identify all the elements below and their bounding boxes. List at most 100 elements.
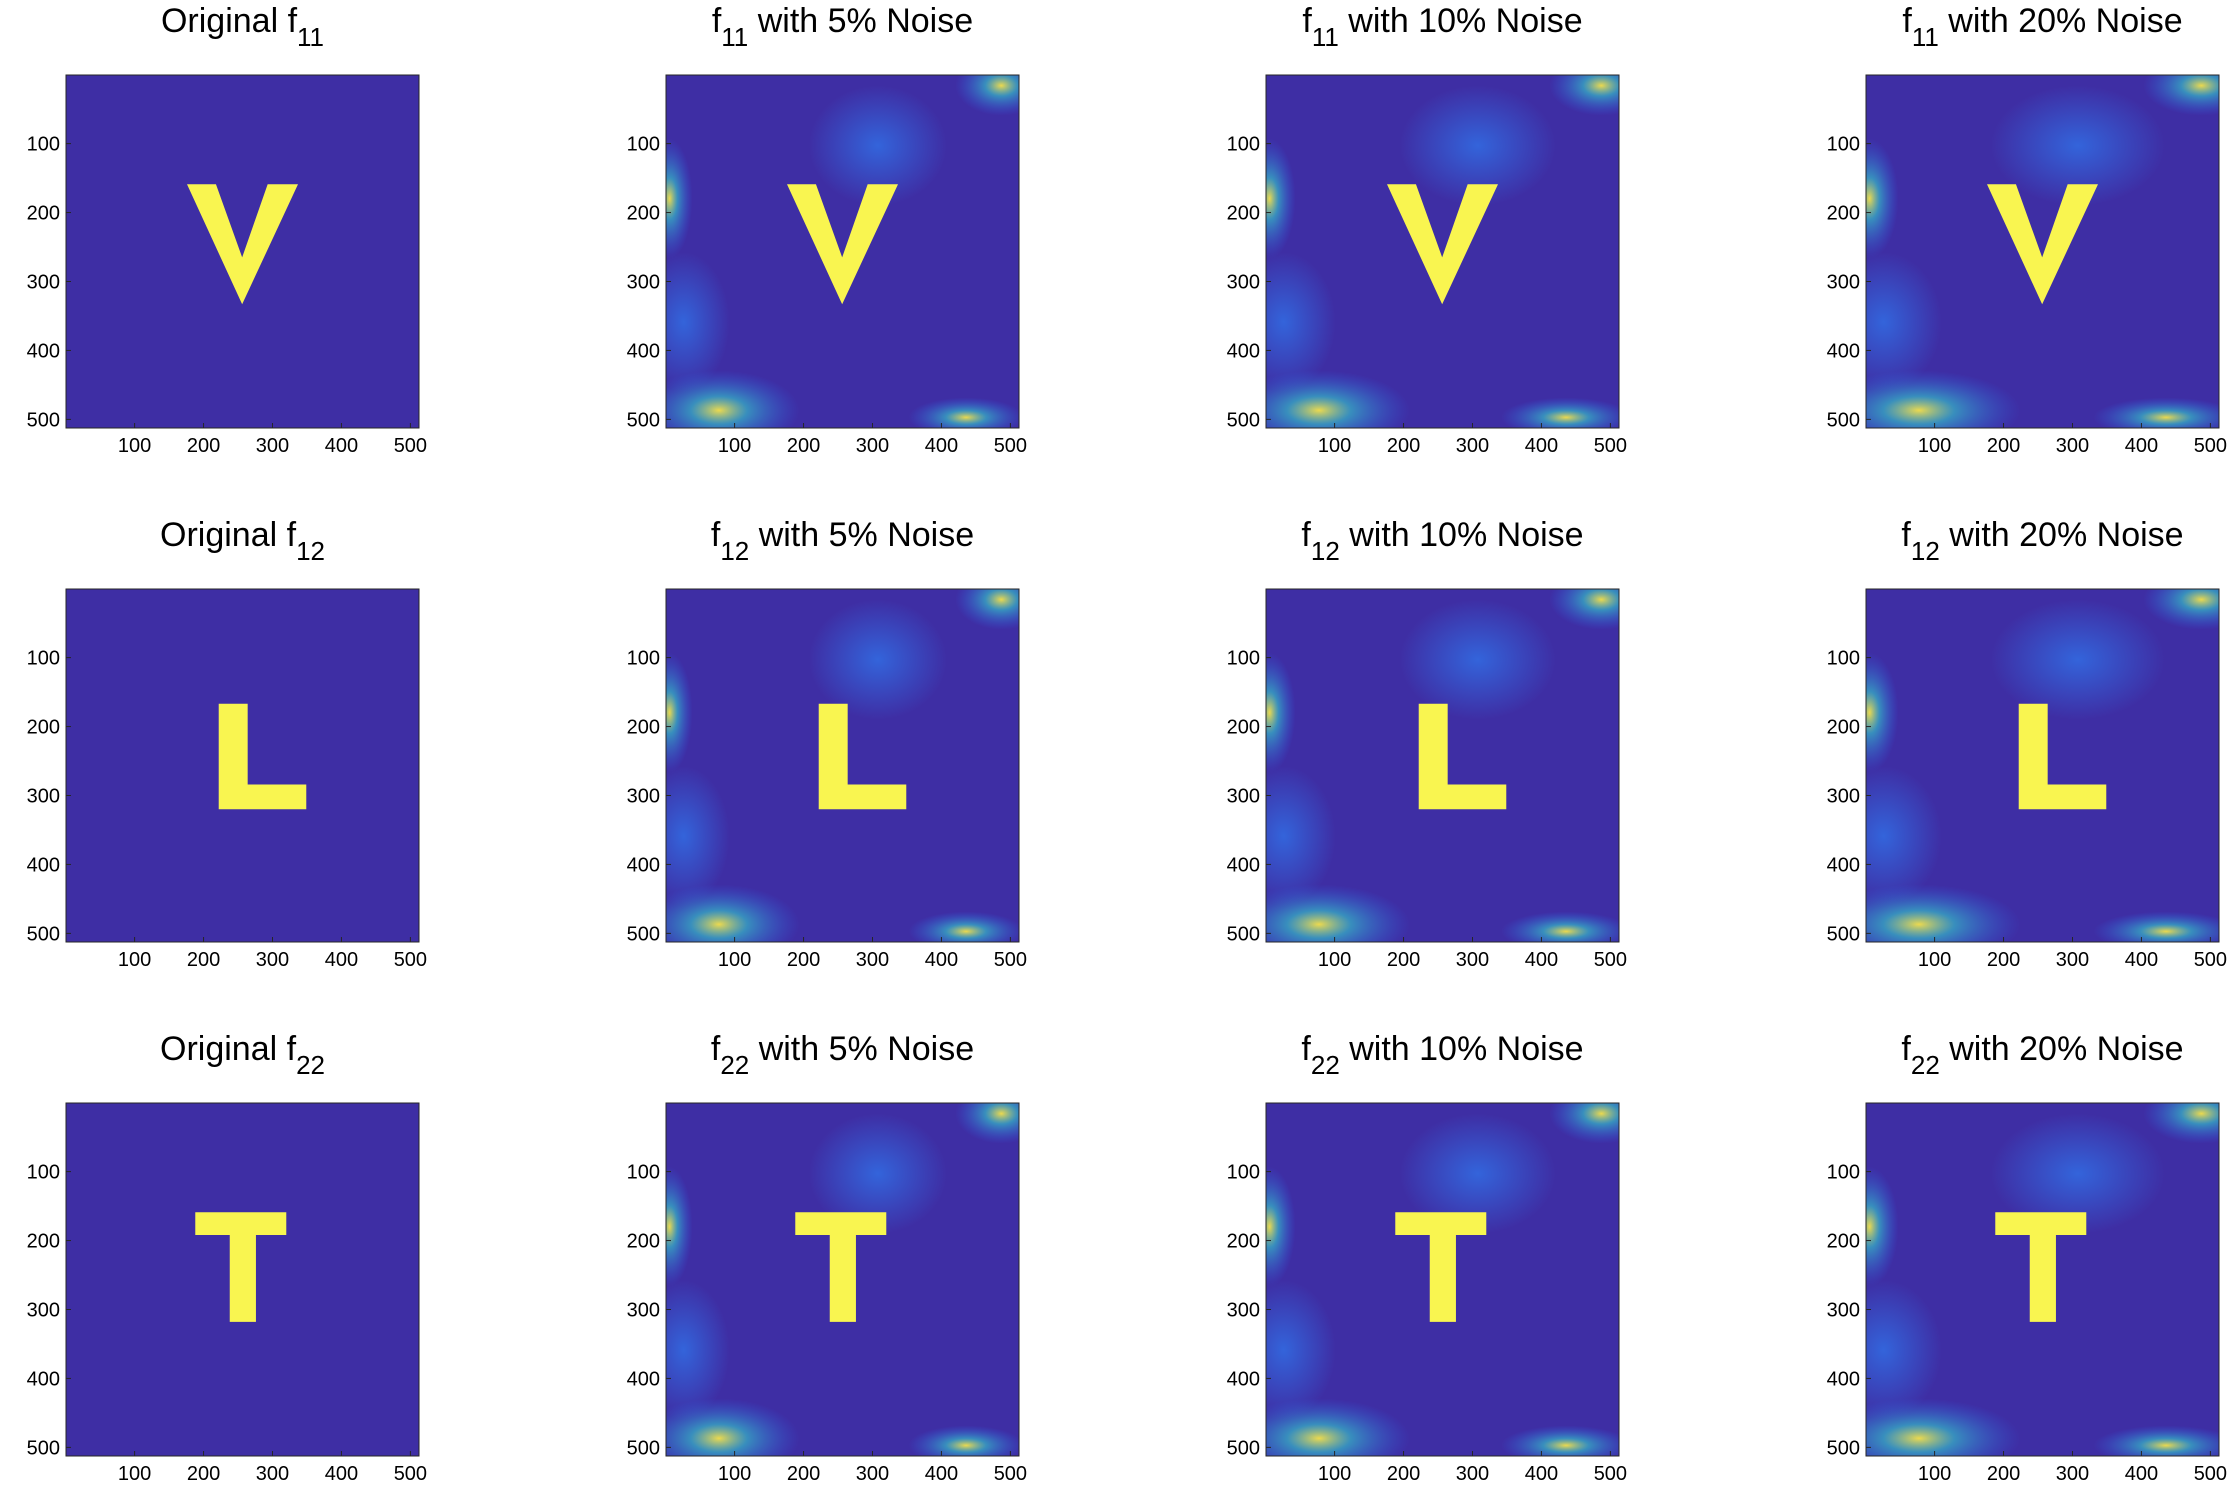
x-tick-label: 100 (118, 435, 151, 457)
y-tick-label: 100 (1827, 648, 1860, 670)
y-tick-label: 300 (1227, 785, 1260, 807)
y-tick-label: 200 (627, 717, 660, 739)
x-tick-label: 400 (2125, 435, 2158, 457)
y-tick-label: 300 (1827, 785, 1860, 807)
x-tick-label: 100 (718, 1463, 751, 1485)
subplot-title: Original f12 (160, 516, 325, 566)
x-tick-label: 300 (2056, 435, 2089, 457)
y-tick-label: 200 (27, 717, 60, 739)
title-subscript: 11 (297, 22, 324, 52)
title-prefix: f (1901, 1030, 1911, 1068)
y-tick-label: 100 (1227, 134, 1260, 156)
title-prefix: f (712, 2, 722, 40)
x-tick-label: 500 (2194, 1463, 2227, 1485)
artifact (666, 766, 730, 907)
y-tick-label: 100 (627, 134, 660, 156)
title-suffix: with 20% Noise (1940, 1030, 2184, 1068)
artifact (2143, 75, 2219, 116)
image (1266, 589, 1619, 942)
x-tick-label: 100 (1318, 435, 1351, 457)
y-tick-label: 400 (1227, 1368, 1260, 1390)
y-tick-label: 500 (1227, 923, 1260, 945)
x-tick-label: 100 (118, 949, 151, 971)
artifact (1266, 1280, 1336, 1421)
title-prefix: f (1901, 516, 1911, 554)
x-tick-label: 300 (1456, 949, 1489, 971)
x-tick-label: 300 (2056, 949, 2089, 971)
y-tick-label: 400 (27, 1368, 60, 1390)
title-suffix: with 10% Noise (1340, 516, 1584, 554)
glyph (195, 1212, 287, 1322)
title-suffix: with 10% Noise (1340, 1030, 1584, 1068)
x-tick-label: 400 (925, 1463, 958, 1485)
y-tick-label: 400 (627, 340, 660, 362)
x-tick-label: 500 (1594, 435, 1627, 457)
title-subscript: 22 (1311, 1050, 1340, 1080)
artifact (1399, 85, 1556, 206)
artifact (2093, 1425, 2219, 1456)
image (1866, 1103, 2219, 1456)
artifact (1549, 1103, 1619, 1144)
artifact (1501, 397, 1619, 428)
glyph (795, 1212, 887, 1322)
subplot: 100 200 300 400 500 100 200 300 400 500 f11 with 2… (1827, 2, 2227, 457)
y-tick-label: 400 (627, 854, 660, 876)
x-tick-label: 100 (1918, 435, 1951, 457)
title-subscript: 12 (1311, 536, 1340, 566)
x-tick-label: 300 (256, 949, 289, 971)
title-prefix: Original f (160, 1030, 297, 1068)
subplot-title: f22 with 10% Noise (1301, 1030, 1583, 1080)
y-tick-label: 100 (27, 648, 60, 670)
title-prefix: f (711, 516, 721, 554)
y-tick-label: 500 (627, 409, 660, 431)
artifact (1866, 766, 1942, 907)
artifact (1501, 1425, 1619, 1456)
y-tick-label: 200 (27, 1231, 60, 1253)
y-tick-label: 100 (1227, 1162, 1260, 1184)
x-tick-label: 500 (2194, 435, 2227, 457)
x-tick-label: 100 (718, 949, 751, 971)
artifact (955, 589, 1019, 630)
y-tick-label: 100 (627, 648, 660, 670)
artifact (1549, 589, 1619, 630)
x-tick-label: 500 (994, 1463, 1027, 1485)
y-tick-label: 400 (1827, 340, 1860, 362)
y-tick-label: 100 (1227, 648, 1260, 670)
y-tick-label: 500 (1227, 1437, 1260, 1459)
title-suffix: with 5% Noise (749, 1030, 974, 1068)
x-tick-label: 200 (787, 949, 820, 971)
y-tick-label: 200 (1827, 1231, 1860, 1253)
axes-box (1865, 74, 2220, 429)
image (1266, 75, 1619, 428)
title-subscript: 22 (1911, 1050, 1940, 1080)
title-suffix: with 5% Noise (749, 516, 974, 554)
x-tick-label: 200 (1387, 1463, 1420, 1485)
artifact (2143, 1103, 2219, 1144)
image (666, 589, 1019, 942)
x-tick-label: 400 (925, 435, 958, 457)
artifact (955, 75, 1019, 116)
subplot: 100 200 300 400 500 100 200 300 400 500 f22 with 1… (1227, 1030, 1627, 1485)
x-tick-label: 300 (1456, 435, 1489, 457)
x-tick-label: 300 (856, 435, 889, 457)
x-tick-label: 400 (1525, 949, 1558, 971)
y-tick-label: 200 (1227, 203, 1260, 225)
y-tick-label: 400 (1227, 340, 1260, 362)
artifact (1501, 911, 1619, 942)
y-tick-label: 100 (1827, 1162, 1860, 1184)
x-tick-label: 400 (325, 1463, 358, 1485)
title-prefix: f (1902, 2, 1912, 40)
y-tick-label: 200 (27, 203, 60, 225)
artifact (1266, 1166, 1296, 1287)
y-tick-label: 300 (627, 271, 660, 293)
title-subscript: 11 (1312, 22, 1339, 52)
x-tick-label: 100 (1318, 1463, 1351, 1485)
x-tick-label: 500 (994, 949, 1027, 971)
x-tick-label: 200 (1387, 949, 1420, 971)
axes-box (665, 74, 1020, 429)
image (1266, 1103, 1619, 1456)
artifact (666, 1280, 730, 1421)
subplot: 100 200 300 400 500 100 200 300 400 500 f12 with 2… (1827, 516, 2227, 971)
x-tick-label: 400 (325, 949, 358, 971)
title-prefix: Original f (160, 516, 297, 554)
